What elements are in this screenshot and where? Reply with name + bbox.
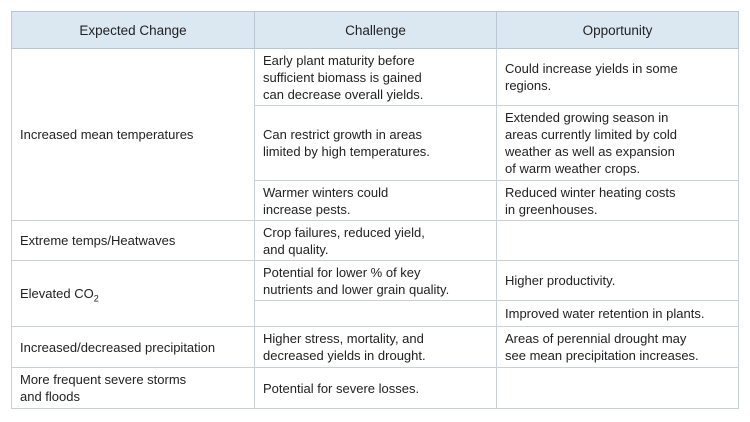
- co2-subscript: 2: [93, 293, 99, 304]
- table-row: Can restrict growth in areas limited by …: [12, 105, 739, 181]
- challenge-cell: Higher stress, mortality, and decreased …: [254, 326, 497, 368]
- table-row: More frequent severe storms and floods P…: [11, 367, 739, 409]
- opportunity-cell: Improved water retention in plants.: [496, 300, 739, 327]
- table-row: Increased/decreased precipitation Higher…: [11, 326, 739, 368]
- table-row: Extreme temps/Heatwaves Crop failures, r…: [11, 220, 739, 261]
- opportunity-cell: [496, 367, 739, 409]
- climate-change-table: Expected Change Challenge Opportunity In…: [11, 11, 739, 409]
- challenge-cell: Potential for severe losses.: [254, 367, 497, 409]
- change-cell-co2: Elevated CO2: [11, 260, 255, 327]
- change-cell-storms: More frequent severe storms and floods: [11, 367, 255, 409]
- climate-table-container: Expected Change Challenge Opportunity In…: [11, 11, 739, 409]
- table-row: Elevated CO2 Potential for lower % of ke…: [11, 260, 739, 327]
- challenge-cell: Early plant maturity before sufficient b…: [254, 48, 497, 106]
- table-row: Increased mean temperatures Early plant …: [11, 48, 739, 221]
- opportunity-cell: Areas of perennial drought may see mean …: [496, 326, 739, 368]
- opportunity-cell: Could increase yields in some regions.: [496, 48, 739, 106]
- challenge-cell: Can restrict growth in areas limited by …: [254, 105, 497, 181]
- challenge-cell: Warmer winters could increase pests.: [254, 180, 497, 221]
- table-header-row: Expected Change Challenge Opportunity: [11, 11, 739, 49]
- co2-label: Elevated CO: [20, 286, 94, 301]
- header-opportunity: Opportunity: [496, 11, 739, 49]
- change-cell-temperatures: Increased mean temperatures: [11, 48, 255, 221]
- challenge-cell: Potential for lower % of key nutrients a…: [254, 260, 497, 301]
- opportunity-cell: Extended growing season in areas current…: [496, 105, 739, 181]
- change-cell-precipitation: Increased/decreased precipitation: [11, 326, 255, 368]
- challenge-cell: Crop failures, reduced yield, and qualit…: [254, 220, 497, 261]
- header-expected-change: Expected Change: [11, 11, 255, 49]
- opportunity-cell: Higher productivity.: [496, 260, 739, 301]
- challenge-cell: [254, 300, 497, 327]
- opportunity-cell: Reduced winter heating costs in greenhou…: [496, 180, 739, 221]
- header-challenge: Challenge: [254, 11, 497, 49]
- change-cell-heatwaves: Extreme temps/Heatwaves: [11, 220, 255, 261]
- table-row: Improved water retention in plants.: [12, 300, 739, 327]
- opportunity-cell: [496, 220, 739, 261]
